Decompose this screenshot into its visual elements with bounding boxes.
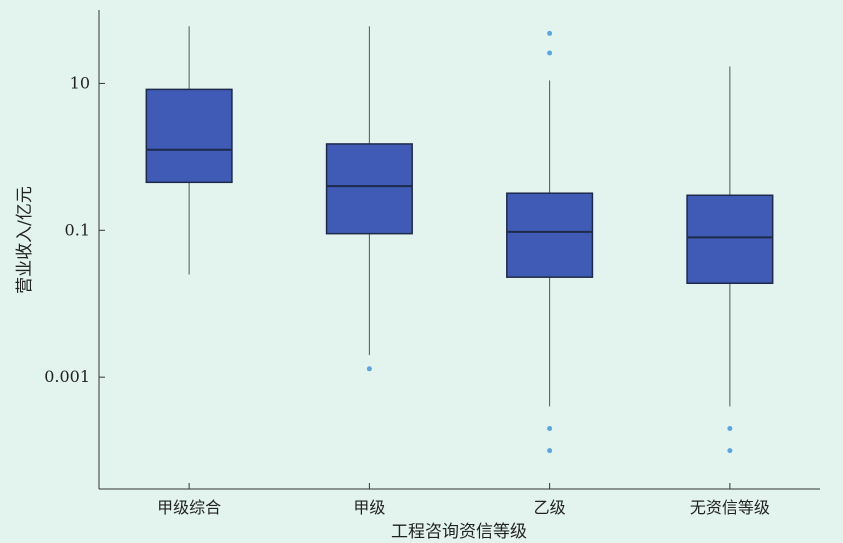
box-iqr [506,192,594,278]
y-tick-label: 10 [70,73,90,92]
box-group [145,26,233,275]
x-axis-ticks: 甲级综合 甲级 乙级 无资信等级 [157,483,770,517]
axes [98,10,820,490]
y-axis-ticks: 10 0.1 0.001 [44,73,105,386]
y-tick-label: 0.1 [65,220,90,239]
outlier-point [547,50,553,56]
x-tick-label: 无资信等级 [690,498,770,517]
box-iqr [145,88,233,184]
outlier-point [727,425,733,431]
box-iqr [325,143,413,235]
box-group [325,26,413,372]
outlier-point [727,448,733,454]
x-tick-label: 甲级综合 [157,498,221,517]
box-iqr [686,194,774,285]
box-group [506,30,594,454]
y-axis-title: 营业收入/亿元 [15,186,35,294]
box-group [686,66,774,454]
x-tick-label: 甲级 [353,498,385,517]
outlier-point [547,448,553,454]
y-tick-label: 0.001 [44,367,90,386]
boxes [145,26,774,454]
x-axis-title: 工程咨询资信等级 [391,522,527,542]
outlier-point [547,425,553,431]
outlier-point [366,366,372,372]
outlier-point [547,30,553,36]
x-tick-label: 乙级 [534,498,566,517]
